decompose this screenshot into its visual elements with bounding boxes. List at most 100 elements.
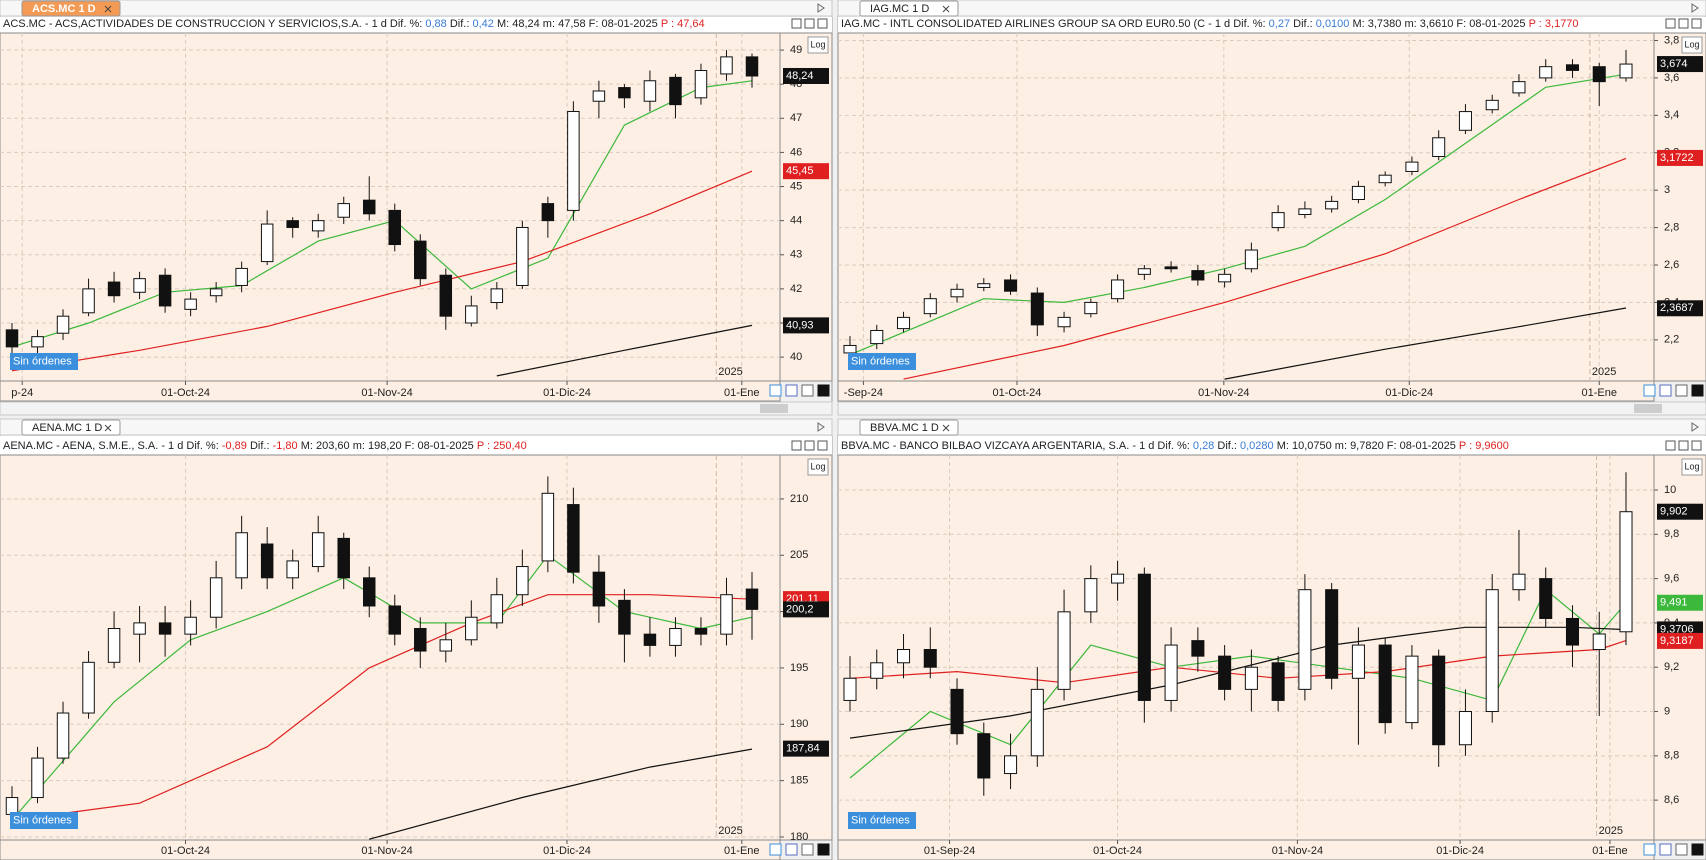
price-tag-label: 45,45 [786,165,814,177]
price-tag [1657,503,1703,520]
candle-body [541,492,555,562]
scrollbar[interactable] [837,401,1706,416]
window-min[interactable] [1665,18,1676,29]
chart-panel: AENA.MC 1 D AENA.MC - AENA, S.M.E., S.A. … [0,418,833,860]
candle-body [133,278,146,293]
window-close[interactable] [1691,18,1702,29]
scroll-thumb[interactable] [1634,404,1662,413]
candle-body [1057,611,1071,690]
candle-body [923,298,937,315]
candle-body [337,203,350,218]
tab-scroll-arrow[interactable] [817,422,825,432]
candle-body [1619,511,1633,633]
y-tick-label: 180 [790,831,808,843]
log-toggle[interactable]: Log [1681,36,1703,54]
candle-body [1111,573,1125,584]
plot-area [837,32,1655,382]
tab[interactable]: AENA.MC 1 D [21,419,121,436]
price-tag-label: 3,674 [1660,58,1688,70]
window-max[interactable] [804,18,815,29]
price-tag-label: 9,491 [1660,597,1688,609]
x-tick-label: 01-Nov-24 [1272,845,1323,857]
price-axis [1653,32,1706,382]
candle-body [31,336,44,348]
window-max[interactable] [804,440,815,451]
status-label: Sin órdenes [851,355,910,367]
candle-body [720,56,733,75]
candle-body [1539,578,1553,619]
tool-close[interactable] [1691,384,1704,397]
tool-save[interactable] [1659,384,1672,397]
header-segment: Dif.: [1214,440,1240,452]
x-tick-label: 01-Nov-24 [361,845,412,857]
tool-zoom[interactable] [769,384,782,397]
price-tag [783,317,829,334]
header-bar [0,436,832,455]
tool-print[interactable] [801,384,814,397]
window-min[interactable] [791,18,802,29]
tool-print[interactable] [1675,843,1688,856]
candle-body [1592,66,1606,83]
tool-close[interactable] [817,843,830,856]
candle-body [1378,644,1392,724]
candle-body [1405,161,1419,172]
log-toggle[interactable]: Log [807,36,829,54]
year-label: 2025 [1592,366,1616,378]
window-max[interactable] [1678,18,1689,29]
y-tick-label: 2,2 [1664,334,1679,346]
window-close[interactable] [817,440,828,451]
candle-body [414,628,427,652]
x-tick-label: 01-Dic-24 [1436,845,1484,857]
candle-body [720,594,733,635]
x-tick-label: 01-Ene [724,845,759,857]
candle-body [1191,270,1205,281]
candle-body [618,87,631,99]
log-toggle[interactable]: Log [807,458,829,476]
window-min[interactable] [791,440,802,451]
window-min[interactable] [1665,440,1676,451]
tool-save[interactable] [785,384,798,397]
window-close[interactable] [1691,440,1702,451]
scrollbar[interactable] [0,401,833,416]
plot-area [837,454,1655,841]
tab-close[interactable] [942,424,950,432]
tab[interactable]: BBVA.MC 1 D [859,419,959,436]
tool-zoom[interactable] [1643,843,1656,856]
tab-close[interactable] [104,424,112,432]
tab[interactable]: IAG.MC 1 D [859,0,959,17]
header-segment: 0,0100 [1316,18,1350,30]
year-label: 2025 [718,366,742,378]
tool-zoom[interactable] [1643,384,1656,397]
tab-close[interactable] [942,5,950,13]
x-tick-label: 01-Sep-24 [924,845,975,857]
tool-save[interactable] [785,843,798,856]
tab[interactable]: ACS.MC 1 D [21,0,121,17]
candle-body [133,622,146,635]
candle-body [158,622,172,635]
tab-close[interactable] [104,5,112,13]
window-max[interactable] [1678,440,1689,451]
tool-save[interactable] [1659,843,1672,856]
window-close[interactable] [817,18,828,29]
tool-print[interactable] [1675,384,1688,397]
candle-body [1485,99,1499,111]
tool-print[interactable] [801,843,814,856]
tab-scroll-arrow[interactable] [1691,422,1699,432]
candle-body [977,283,991,288]
y-tick-label: 205 [790,549,808,561]
header-segment: IAG.MC - INTL CONSOLIDATED AIRLINES GROU… [841,18,1269,30]
y-tick-label: 9,6 [1664,573,1679,585]
tab-scroll-arrow[interactable] [817,3,825,13]
tool-close[interactable] [1691,843,1704,856]
candle-body [1164,266,1178,270]
moving-average [11,170,753,372]
scroll-thumb[interactable] [760,404,788,413]
candle-body [977,733,991,779]
candle-body [56,712,70,759]
tab-scroll-arrow[interactable] [1691,3,1699,13]
tool-zoom[interactable] [769,843,782,856]
log-toggle[interactable]: Log [1681,458,1703,476]
y-tick-label: 9,2 [1664,661,1679,673]
tool-close[interactable] [817,384,830,397]
x-tick-label: 01-Ene [724,387,759,399]
